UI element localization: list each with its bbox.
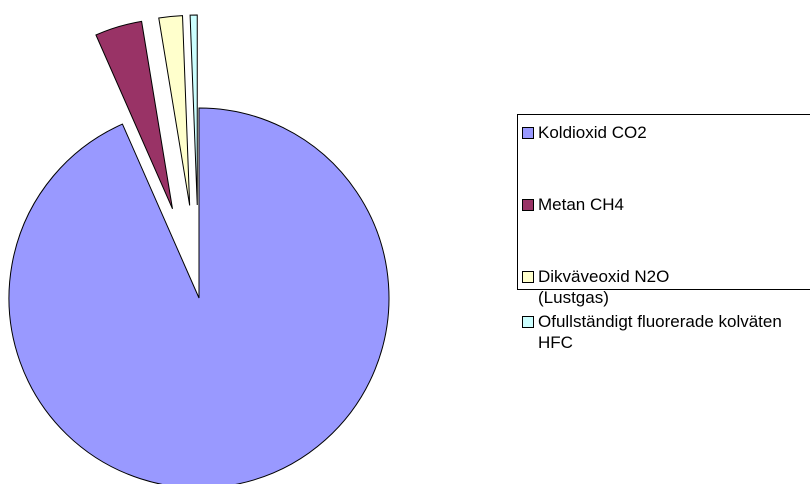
legend-item: Dikväveoxid N2O (Lustgas) xyxy=(522,266,738,308)
pie-slice xyxy=(8,107,390,484)
legend-label: Metan CH4 xyxy=(538,195,624,214)
legend-item: Metan CH4 xyxy=(522,194,624,215)
pie-slice xyxy=(95,20,173,210)
legend-label: Ofullständigt fluorerade kolväten HFC xyxy=(538,312,782,352)
legend-swatch xyxy=(522,199,534,211)
legend-swatch xyxy=(522,127,534,139)
pie-slice xyxy=(189,14,198,206)
legend-label: Koldioxid CO2 xyxy=(538,123,647,142)
legend-label: Dikväveoxid N2O (Lustgas) xyxy=(538,267,670,307)
legend-swatch xyxy=(522,316,534,328)
legend-item: Ofullständigt fluorerade kolväten HFC xyxy=(522,311,810,353)
pie-slice xyxy=(158,15,191,206)
legend: Koldioxid CO2 Metan CH4 Dikväveoxid N2O (L… xyxy=(517,114,810,352)
legend-swatch xyxy=(522,271,534,283)
legend-item: Koldioxid CO2 xyxy=(522,122,647,143)
pie-chart xyxy=(8,14,390,484)
